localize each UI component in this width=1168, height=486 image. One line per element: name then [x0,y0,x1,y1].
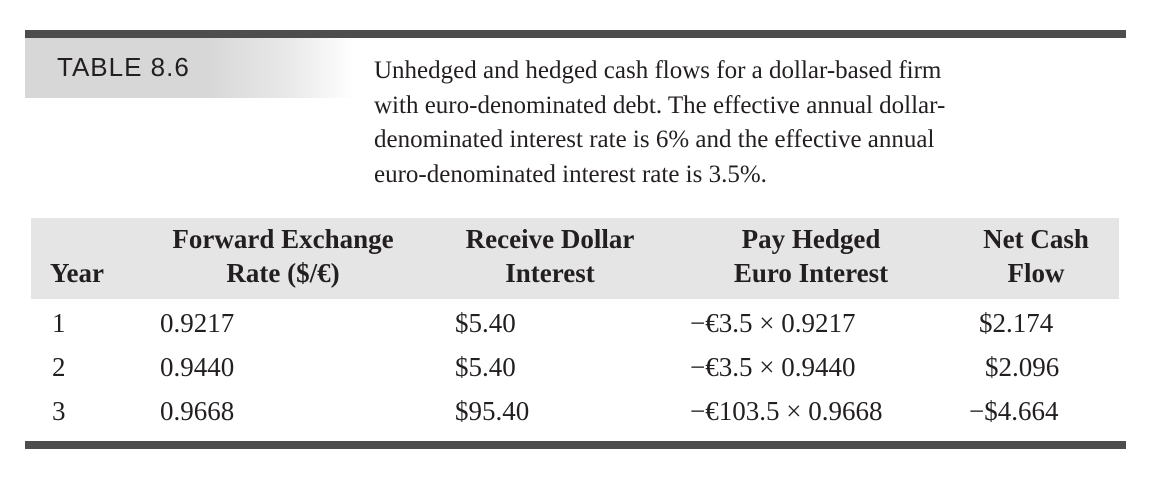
cell-pay-euro: −€3.5 × 0.9217 [690,308,856,338]
cell-pay-euro: −€103.5 × 0.9668 [690,396,883,426]
cell-forward-rate: 0.9217 [160,308,235,338]
cell-receive-dollar: $95.40 [455,396,530,426]
cell-net-cash-flow: −$4.664 [969,396,1059,426]
caption-line: euro-denominated interest rate is 3.5%. [374,160,767,188]
cell-forward-rate: 0.9440 [160,352,235,382]
caption-line: denominated interest rate is 6% and the … [374,126,935,153]
column-header-receive-dollar: Receive Dollar Interest [465,224,635,288]
table-label: TABLE 8.6 [57,52,190,82]
caption-line: Unhedged and hedged cash flows for a dol… [374,57,942,84]
column-header-forward-rate: Forward Exchange Rate ($/€) [172,224,394,288]
cell-receive-dollar: $5.40 [455,352,516,382]
cell-forward-rate: 0.9668 [160,396,235,426]
cell-pay-euro: −€3.5 × 0.9440 [690,352,856,382]
top-rule [25,30,1126,38]
bottom-rule [25,441,1126,449]
column-header-net-cash-flow: Net Cash Flow [983,224,1089,288]
table-caption: Unhedged and hedged cash flows for a dol… [374,54,1074,192]
cell-net-cash-flow: $2.174 [979,308,1054,338]
cell-year: 1 [52,308,66,338]
cell-receive-dollar: $5.40 [455,308,516,338]
cell-year: 3 [52,396,66,426]
caption-line: with euro-denominated debt. The effectiv… [374,91,946,119]
cell-net-cash-flow: $2.096 [985,352,1060,382]
column-header-year: Year [50,258,104,288]
table-header-band [31,218,1119,299]
column-header-pay-euro: Pay Hedged Euro Interest [733,224,889,288]
cell-year: 2 [52,352,66,382]
table-label-box: TABLE 8.6 [25,38,355,98]
